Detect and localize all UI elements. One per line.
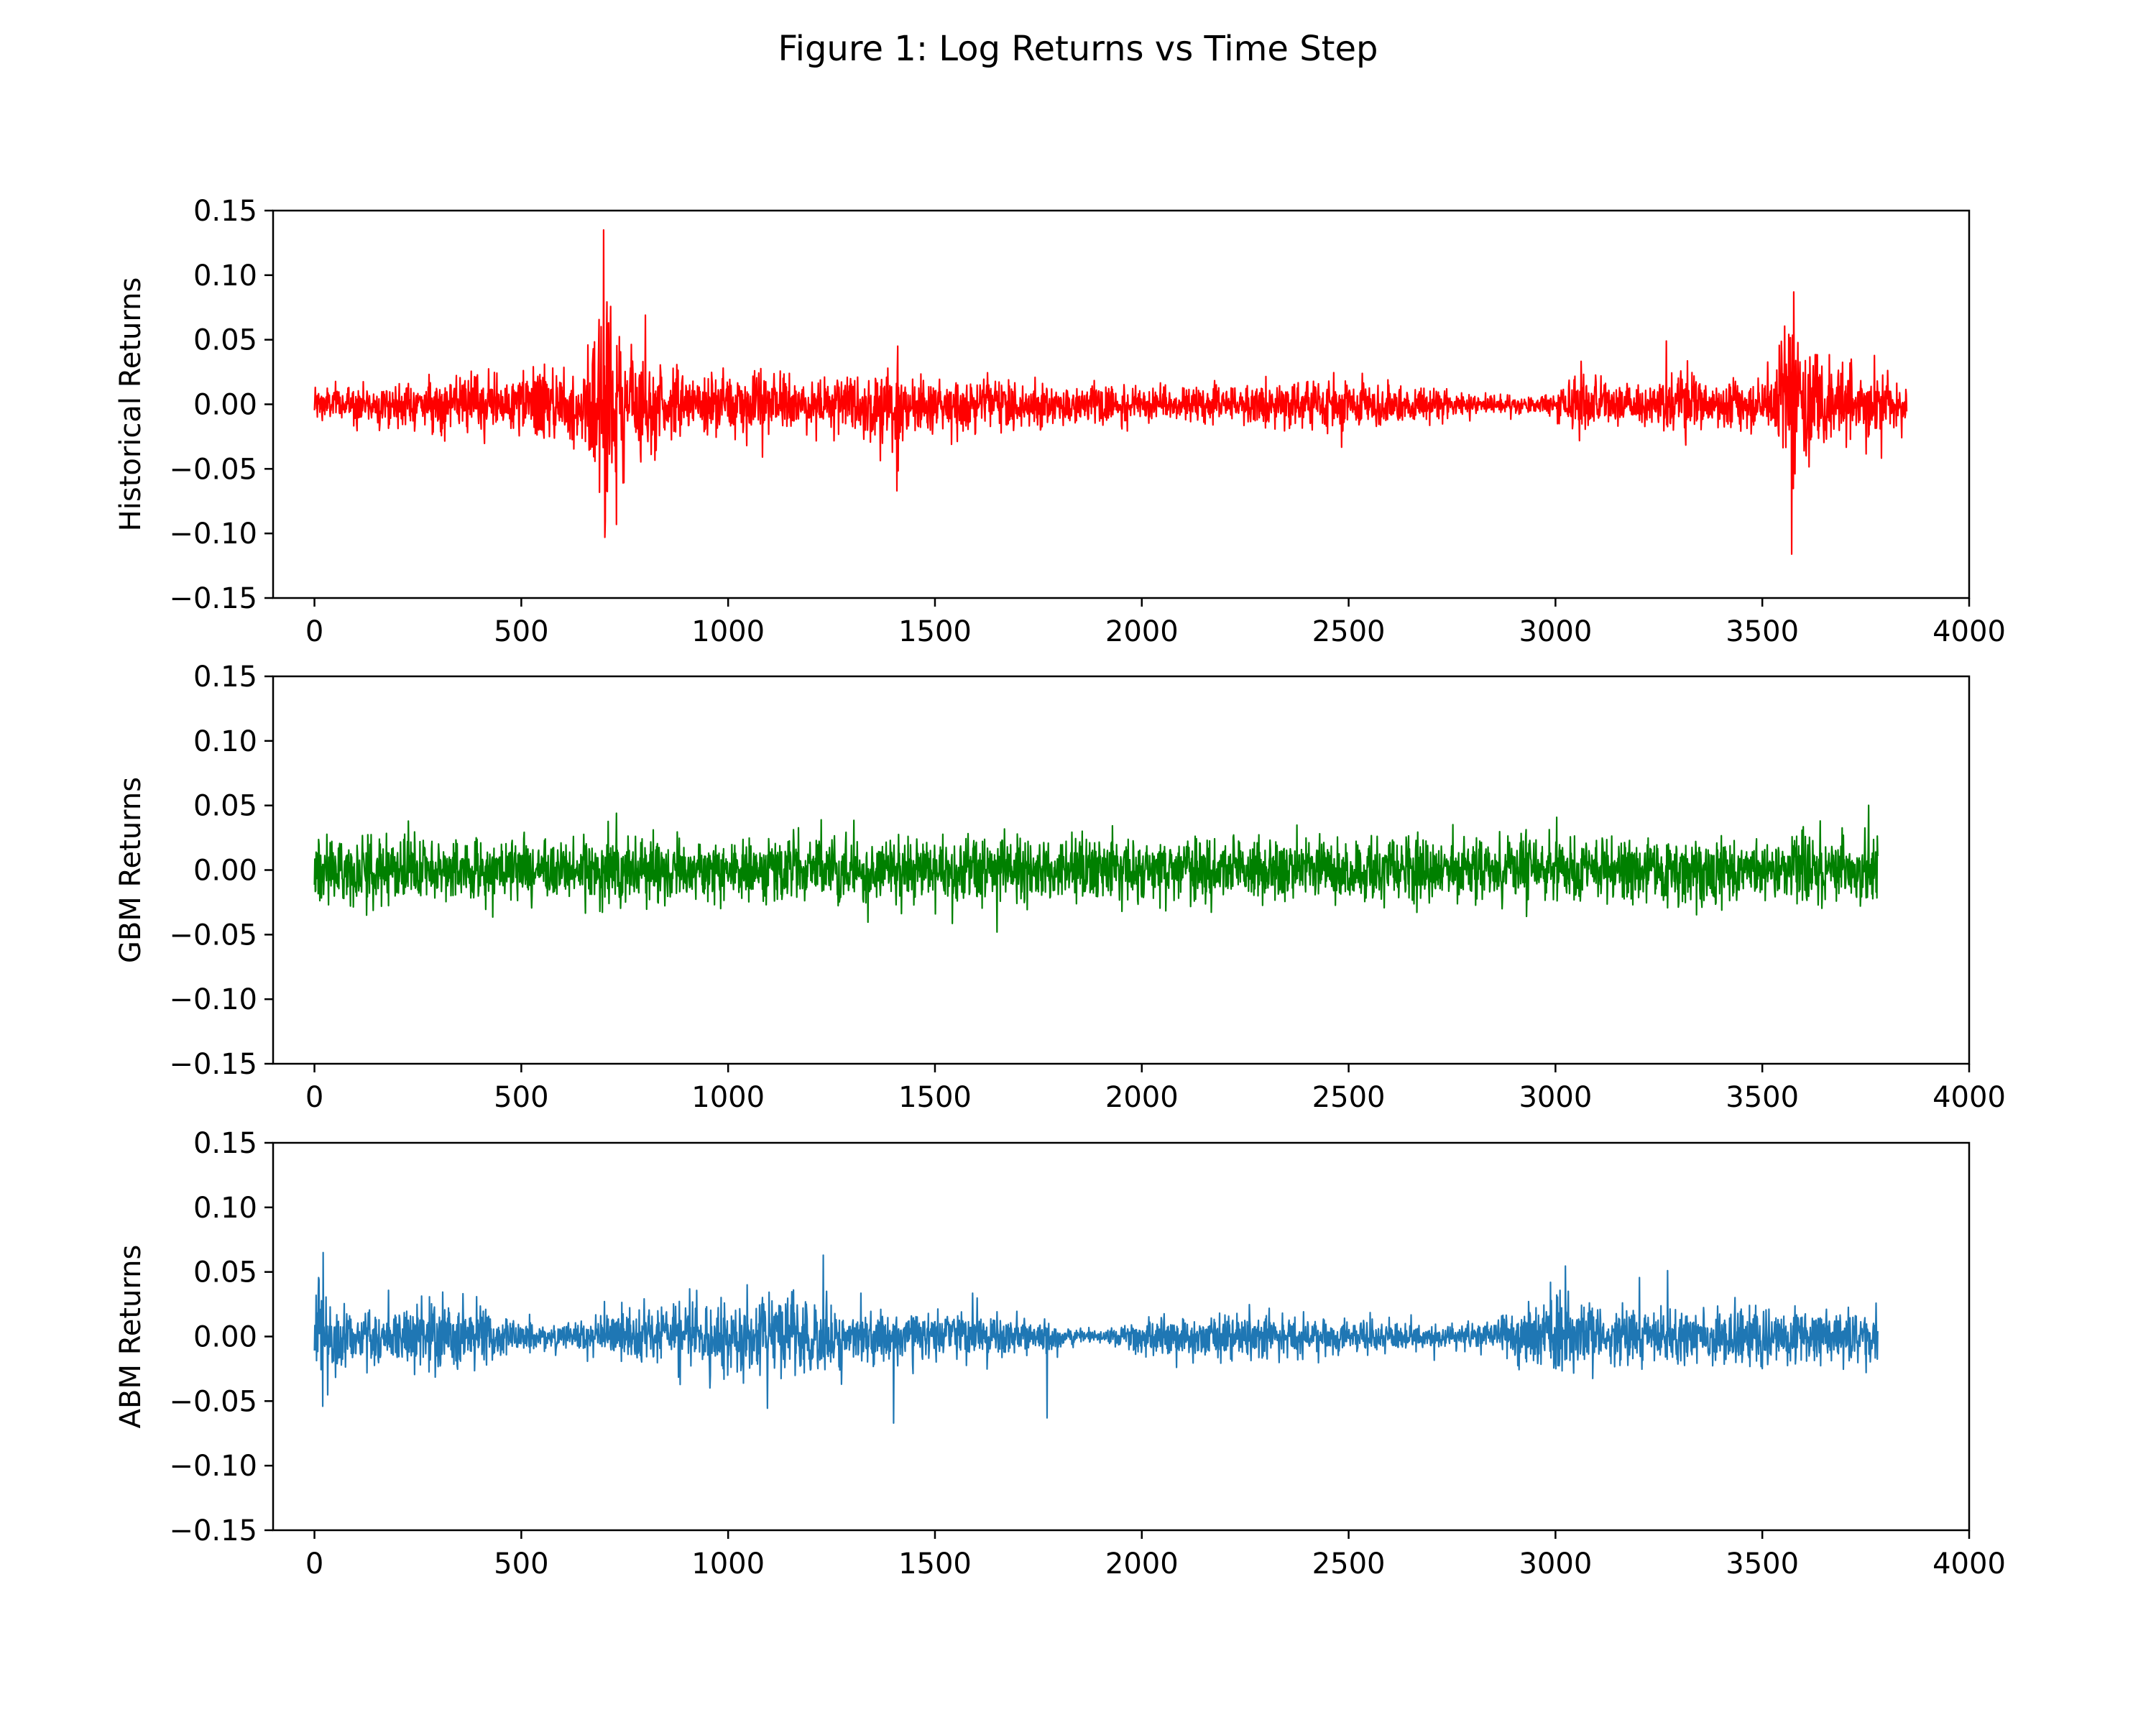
historical-xtick-label: 4000: [1932, 615, 2006, 648]
historical-returns-panel: 0.15 0.10 0.05 0.00 −0.05 −0.10 −0.15 0 500 1000 1…: [114, 195, 2006, 648]
abm-ytick-label: 0.05: [193, 1256, 257, 1289]
abm-ytick-label: −0.15: [169, 1514, 257, 1547]
historical-returns-line: [313, 229, 1908, 556]
abm-ytick-label: −0.05: [169, 1385, 257, 1418]
historical-xtick-label: 500: [494, 615, 548, 648]
gbm-ytick-label: −0.10: [169, 983, 257, 1016]
gbm-xtick-label: 1000: [691, 1081, 765, 1114]
abm-xtick-label: 3500: [1726, 1547, 1799, 1581]
historical-xtick-label: 0: [305, 615, 323, 648]
gbm-ytick-label: −0.05: [169, 919, 257, 952]
gbm-ytick-label: 0.05: [193, 790, 257, 823]
gbm-ytick-label: 0.10: [193, 725, 257, 758]
gbm-xtick-label: 4000: [1932, 1081, 2006, 1114]
abm-xtick-label: 2000: [1105, 1547, 1179, 1581]
abm-xtick-label: 3000: [1519, 1547, 1592, 1581]
historical-xtick-label: 3500: [1726, 615, 1799, 648]
historical-xtick-label: 2000: [1105, 615, 1179, 648]
historical-xtick-label: 2500: [1312, 615, 1386, 648]
historical-xtick-label: 1500: [898, 615, 972, 648]
historical-ytick-label: 0.10: [193, 259, 257, 293]
figure-title: Figure 1: Log Returns vs Time Step: [778, 29, 1378, 69]
gbm-xtick-label: 500: [494, 1081, 548, 1114]
gbm-ytick-label: −0.15: [169, 1048, 257, 1081]
historical-ytick-label: 0.00: [193, 389, 257, 422]
abm-xtick-label: 4000: [1932, 1547, 2006, 1581]
gbm-xtick-label: 0: [305, 1081, 323, 1114]
abm-ylabel: ABM Returns: [114, 1245, 147, 1429]
abm-xtick-label: 2500: [1312, 1547, 1386, 1581]
abm-ytick-label: 0.15: [193, 1127, 257, 1160]
historical-ytick-label: −0.10: [169, 518, 257, 551]
gbm-xtick-label: 3000: [1519, 1081, 1592, 1114]
historical-ytick-label: −0.15: [169, 582, 257, 615]
abm-xtick-label: 1500: [898, 1547, 972, 1581]
historical-ytick-label: 0.05: [193, 324, 257, 357]
abm-ytick-label: 0.10: [193, 1192, 257, 1225]
historical-ytick-label: −0.05: [169, 453, 257, 486]
gbm-ytick-label: 0.15: [193, 661, 257, 694]
gbm-ytick-label: 0.00: [193, 855, 257, 888]
gbm-xtick-label: 2000: [1105, 1081, 1179, 1114]
historical-ytick-label: 0.15: [193, 195, 257, 228]
gbm-returns-line: [313, 804, 1879, 933]
abm-xtick-label: 0: [305, 1547, 323, 1581]
gbm-returns-panel: 0.15 0.10 0.05 0.00 −0.05 −0.10 −0.15 0 500 1000 1…: [114, 661, 2006, 1114]
abm-returns-line: [313, 1251, 1879, 1424]
gbm-xtick-label: 2500: [1312, 1081, 1386, 1114]
abm-returns-panel: 0.15 0.10 0.05 0.00 −0.05 −0.10 −0.15 0 500 1000 1…: [114, 1127, 2006, 1581]
historical-xtick-label: 3000: [1519, 615, 1592, 648]
abm-xtick-label: 1000: [691, 1547, 765, 1581]
gbm-xtick-label: 1500: [898, 1081, 972, 1114]
historical-xtick-label: 1000: [691, 615, 765, 648]
abm-ytick-label: 0.00: [193, 1321, 257, 1354]
abm-xtick-label: 500: [494, 1547, 548, 1581]
gbm-ylabel: GBM Returns: [114, 777, 147, 963]
abm-ytick-label: −0.10: [169, 1450, 257, 1483]
gbm-xtick-label: 3500: [1726, 1081, 1799, 1114]
historical-ylabel: Historical Returns: [114, 277, 147, 532]
